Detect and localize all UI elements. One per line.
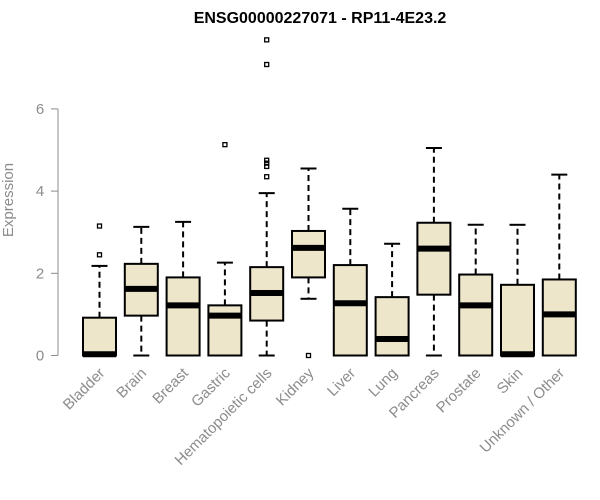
box-breast <box>165 220 201 357</box>
y-tick-label: 4 <box>36 183 44 200</box>
box-liver <box>332 207 368 357</box>
outlier-point <box>264 37 270 43</box>
box-iqr <box>165 276 201 357</box>
y-axis-label: Expression <box>0 163 17 237</box>
y-axis: 0 2 4 6 <box>36 101 59 365</box>
outlier-point <box>222 142 228 148</box>
box-iqr <box>374 296 410 357</box>
box-lung <box>374 242 410 357</box>
outlier-point <box>96 252 103 258</box>
y-tick-label: 0 <box>36 348 44 365</box>
box-iqr <box>332 264 368 357</box>
box-brain <box>123 225 159 357</box>
outlier-point <box>264 157 270 163</box>
outlier-point <box>264 174 270 180</box>
box-gastric <box>207 142 243 357</box>
x-tick-label: Lung <box>365 365 401 401</box>
x-tick-label: Kidney <box>273 364 318 409</box>
box-iqr <box>416 221 452 296</box>
x-tick-label: Breast <box>149 364 192 407</box>
box-hematopoietic-cells <box>249 37 285 357</box>
outlier-point <box>305 352 312 359</box>
x-tick-label: Liver <box>324 365 359 400</box>
box-iqr <box>541 278 577 357</box>
box-prostate <box>458 223 494 357</box>
box-iqr <box>82 316 117 357</box>
y-tick-label: 6 <box>36 101 44 118</box>
x-tick-label: Bladder <box>60 365 109 414</box>
box-kidney <box>291 167 326 359</box>
box-iqr <box>500 283 535 357</box>
box-skin <box>500 223 535 358</box>
box-iqr <box>458 273 494 357</box>
outlier-point <box>96 223 103 229</box>
chart-title: ENSG00000227071 - RP11-4E23.2 <box>194 10 447 27</box>
x-tick-label: Prostate <box>433 365 485 417</box>
box-pancreas <box>416 146 452 357</box>
outlier-point <box>264 160 270 166</box>
outlier-point <box>264 163 270 170</box>
y-tick-label: 2 <box>36 265 44 282</box>
box-unknown-other <box>541 173 577 357</box>
box-bladder <box>82 223 117 358</box>
x-tick-label: Skin <box>494 365 527 398</box>
boxes-group <box>82 37 577 359</box>
outlier-point <box>264 61 270 68</box>
x-tick-label: Brain <box>113 365 150 402</box>
box-iqr <box>291 229 326 279</box>
